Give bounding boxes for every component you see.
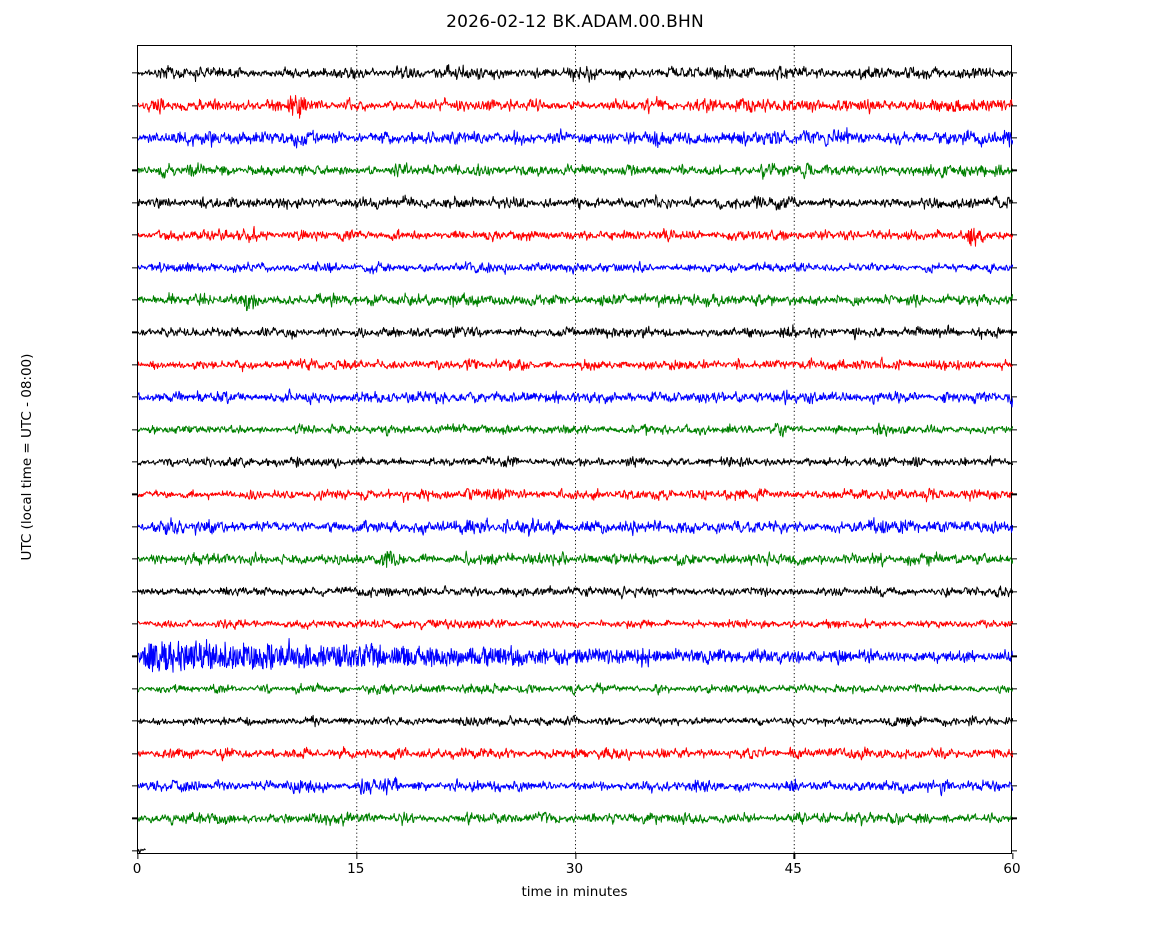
y-tick-left xyxy=(132,137,138,139)
y-tick-right xyxy=(1011,396,1017,398)
y-tick-left xyxy=(132,364,138,366)
waveform-trace xyxy=(138,292,1013,312)
y-tick-right xyxy=(1011,526,1017,528)
x-tick xyxy=(1012,853,1014,859)
y-tick-right xyxy=(1011,850,1017,852)
waveform-trace xyxy=(138,260,1013,275)
y-tick-left xyxy=(132,558,138,560)
y-tick-left xyxy=(132,396,138,398)
y-tick-right xyxy=(1011,331,1017,334)
y-tick-right xyxy=(1011,558,1017,560)
y-tick-left xyxy=(132,234,138,236)
y-tick-right xyxy=(1011,234,1017,236)
y-tick-right xyxy=(1011,655,1017,658)
y-tick-right xyxy=(1011,720,1017,722)
y-tick-right xyxy=(1011,104,1017,107)
y-tick-left xyxy=(132,331,138,334)
y-tick-left xyxy=(132,623,138,625)
waveform-trace xyxy=(138,194,1013,211)
waveform-trace xyxy=(138,776,1013,797)
y-tick-left xyxy=(132,590,138,593)
y-tick-left xyxy=(132,688,138,690)
y-tick-left xyxy=(132,428,138,431)
y-tick-left xyxy=(132,461,138,463)
x-tick-label: 15 xyxy=(347,861,365,877)
waveform-trace xyxy=(138,324,1013,341)
x-axis-label: time in minutes xyxy=(521,884,628,900)
waveform-trace xyxy=(138,550,1013,568)
x-tick-label: 0 xyxy=(132,861,142,877)
y-tick-left xyxy=(132,299,138,301)
y-tick-right xyxy=(1011,299,1017,301)
y-tick-right xyxy=(1011,688,1017,690)
waveform-trace xyxy=(138,162,1013,180)
y-axis-label: UTC (local time = UTC - 08:00) xyxy=(19,353,35,561)
waveform-trace xyxy=(138,811,1013,827)
waveform-trace xyxy=(138,487,1013,503)
waveform-trace xyxy=(138,422,1013,438)
plot-axes xyxy=(132,45,1017,859)
y-tick-right xyxy=(1011,137,1017,139)
y-tick-right xyxy=(1011,169,1017,172)
y-tick-left xyxy=(132,72,138,74)
y-tick-left xyxy=(132,655,138,658)
waveform-trace xyxy=(138,455,1013,469)
y-tick-left xyxy=(132,850,138,852)
y-tick-right xyxy=(1011,428,1017,431)
waveform-trace xyxy=(138,682,1013,696)
y-tick-right xyxy=(1011,364,1017,366)
page-title: 2026-02-12 BK.ADAM.00.BHN xyxy=(446,12,704,32)
y-tick-right xyxy=(1011,785,1017,787)
y-tick-right xyxy=(1011,752,1017,755)
y-tick-left xyxy=(132,104,138,107)
waveform-trace xyxy=(138,388,1013,408)
waveform-trace xyxy=(138,225,1013,247)
x-tick xyxy=(356,853,358,859)
x-tick-label: 45 xyxy=(784,861,802,877)
y-tick-right xyxy=(1011,493,1017,496)
x-tick-label: 60 xyxy=(1003,861,1021,877)
waveform-trace xyxy=(138,517,1013,537)
y-tick-left xyxy=(132,526,138,528)
y-tick-left xyxy=(132,266,138,269)
x-tick xyxy=(137,853,139,859)
y-tick-right xyxy=(1011,817,1017,820)
y-tick-right xyxy=(1011,461,1017,463)
y-tick-right xyxy=(1011,72,1017,74)
waveform-canvas xyxy=(138,46,1013,855)
waveform-trace xyxy=(138,746,1013,762)
x-tick xyxy=(574,853,577,859)
x-tick-label: 30 xyxy=(565,861,584,877)
waveform-trace xyxy=(138,64,1013,83)
waveform-trace xyxy=(138,356,1013,373)
y-tick-right xyxy=(1011,590,1017,593)
y-tick-left xyxy=(132,752,138,755)
waveform-trace xyxy=(138,127,1013,149)
y-tick-left xyxy=(132,202,138,204)
waveform-trace xyxy=(138,94,1013,119)
y-tick-left xyxy=(132,720,138,722)
waveform-trace xyxy=(138,585,1013,600)
y-tick-right xyxy=(1011,202,1017,204)
y-tick-right xyxy=(1011,266,1017,269)
x-tick xyxy=(793,853,795,859)
waveform-trace xyxy=(138,637,1013,673)
y-tick-left xyxy=(132,817,138,820)
y-tick-left xyxy=(132,169,138,172)
waveform-trace xyxy=(138,848,146,854)
waveform-trace xyxy=(138,618,1013,631)
waveform-trace xyxy=(138,714,1013,728)
y-tick-right xyxy=(1011,623,1017,625)
y-tick-left xyxy=(132,785,138,787)
y-tick-left xyxy=(132,493,138,496)
